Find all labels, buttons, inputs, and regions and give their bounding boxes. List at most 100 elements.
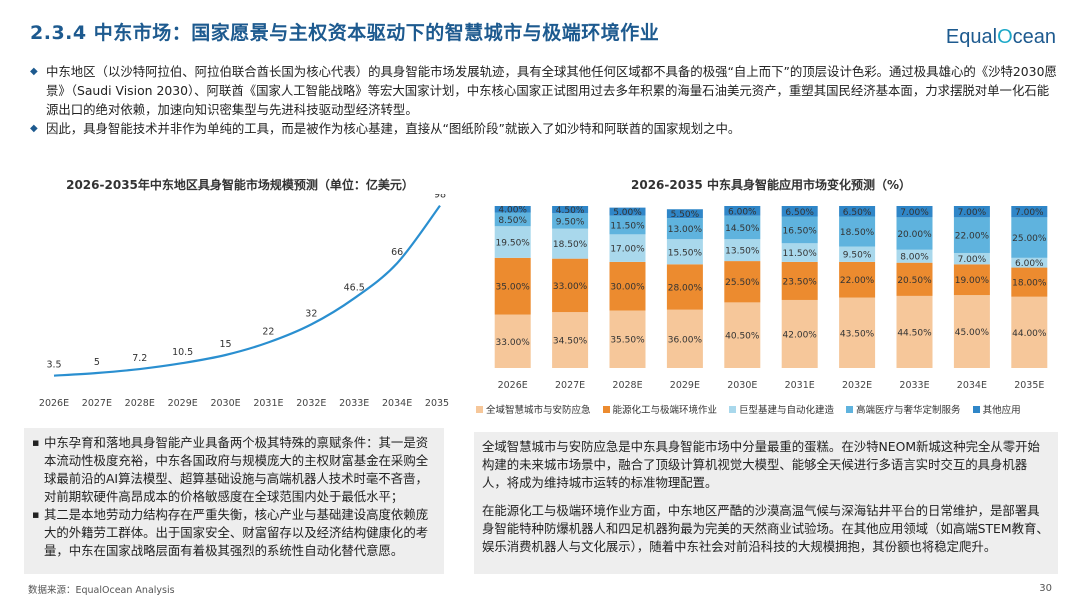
data-source: 数据来源：EqualOcean Analysis — [28, 585, 175, 596]
segment-label: 23.50% — [783, 277, 818, 287]
data-label: 15 — [220, 339, 232, 350]
x-tick-label: 2027E — [82, 398, 112, 409]
segment-label: 30.00% — [610, 283, 645, 293]
data-label: 10.5 — [172, 347, 193, 358]
legend-item: 能源化工与极端环境作业 — [602, 402, 718, 416]
x-tick-label: 2028E — [612, 380, 642, 391]
x-tick-label: 2026E — [498, 380, 528, 391]
data-label: 7.2 — [132, 353, 147, 364]
bar-segment — [839, 246, 876, 262]
data-label: 46.5 — [344, 282, 365, 293]
x-tick-label: 2035E — [1014, 380, 1044, 391]
brand-logo: EqualOcean — [945, 26, 1056, 48]
bar-segment — [666, 309, 703, 368]
intro-bullet: 因此，具身智能技术并非作为单纯的工具，而是被作为核心基建，直接从“图纸阶段”就嵌… — [30, 119, 1060, 138]
bar-segment — [839, 216, 876, 247]
x-tick-label: 2030E — [727, 380, 757, 391]
segment-label: 44.50% — [897, 328, 932, 338]
segment-label: 44.00% — [1012, 329, 1047, 339]
bar-segment — [953, 295, 990, 368]
bar-segment — [552, 213, 589, 229]
segment-label: 18.50% — [553, 240, 588, 250]
legend-swatch — [602, 405, 610, 413]
bar-segment — [953, 264, 990, 296]
segment-label: 34.50% — [553, 337, 588, 347]
line-chart-title: 2026-2035年中东地区具身智能市场规模预测（单位：亿美元） — [66, 178, 414, 192]
segment-label: 18.50% — [840, 228, 875, 238]
x-tick-label: 2032E — [296, 398, 326, 409]
segment-label: 7.00% — [958, 255, 987, 265]
bar-segment — [896, 249, 933, 263]
bar-segment — [666, 218, 703, 240]
bar-segment — [724, 261, 761, 303]
segment-label: 9.50% — [843, 251, 872, 261]
x-tick-label: 2030E — [210, 398, 240, 409]
bar-segment — [896, 217, 933, 250]
legend-swatch — [476, 405, 483, 413]
market-size-line-chart: 3.5 2026E 5 2027E 7.2 2028E 10.5 2029E 15 2030E 22… — [39, 194, 450, 409]
segment-label: 7.00% — [900, 208, 929, 218]
bar-segment — [839, 297, 876, 368]
bar-segment — [552, 206, 589, 214]
segment-label: 4.50% — [556, 206, 585, 216]
segment-label: 7.00% — [1015, 208, 1044, 218]
bar-segment — [666, 209, 703, 219]
segment-label: 19.50% — [496, 239, 531, 249]
segment-label: 19.00% — [955, 276, 990, 286]
x-tick-label: 2033E — [899, 380, 929, 391]
bar-segment — [724, 215, 761, 240]
bar-segment — [781, 243, 818, 262]
bar-segment — [1011, 217, 1048, 258]
segment-label: 16.50% — [783, 226, 818, 236]
legend-item: 巨型基建与自动化建造 — [729, 402, 834, 416]
data-label: 98 — [434, 194, 446, 201]
bar-segment — [609, 261, 646, 311]
bar-segment — [609, 310, 646, 368]
x-tick-label: 2026E — [39, 398, 69, 409]
segment-label: 5.00% — [613, 208, 642, 218]
bar-segment — [724, 239, 761, 262]
bar-segment — [494, 212, 531, 227]
legend-label: 巨型基建与自动化建造 — [739, 405, 835, 416]
note-item: 中东孕育和落地具身智能产业具备两个极其特殊的禀赋条件：其一是资本流动性极度充裕，… — [32, 434, 436, 506]
segment-label: 9.50% — [556, 217, 585, 227]
x-tick-label: 2033E — [339, 398, 369, 409]
x-tick-label: 2032E — [842, 380, 872, 391]
data-label: 66 — [391, 247, 403, 258]
bar-segment — [896, 206, 933, 218]
legend-swatch — [846, 405, 854, 413]
bar-segment — [953, 206, 990, 218]
note-paragraph: 全域智慧城市与安防应急是中东具身智能市场中分量最重的蛋糕。在沙特NEOM新城这种… — [482, 439, 1040, 490]
segment-label: 11.50% — [610, 222, 645, 232]
bar-segment — [494, 257, 531, 315]
legend-label: 能源化工与极端环境作业 — [612, 405, 718, 416]
segment-label: 22.00% — [955, 232, 990, 242]
bar-segment — [1011, 296, 1048, 368]
data-label: 22 — [262, 326, 274, 337]
left-note-box: 中东孕育和落地具身智能产业具备两个极其特殊的禀赋条件：其一是资本流动性极度充裕，… — [24, 428, 444, 574]
bar-segment — [494, 206, 531, 213]
x-tick-label: 2034E — [382, 398, 412, 409]
legend-swatch — [729, 405, 737, 413]
x-tick-label: 2035E — [425, 398, 450, 409]
legend-swatch — [972, 405, 980, 413]
x-tick-label: 2029E — [670, 380, 700, 391]
segment-label: 6.00% — [728, 207, 757, 217]
bar-segment — [724, 206, 761, 216]
segment-label: 14.50% — [725, 224, 760, 234]
segment-label: 43.50% — [840, 329, 875, 339]
legend-label: 全域智慧城市与安防应急 — [486, 405, 591, 416]
data-label: 3.5 — [46, 360, 61, 371]
bar-segment — [781, 206, 818, 217]
bar-segment — [552, 258, 589, 313]
bar-segment — [666, 264, 703, 310]
legend-label: 高端医疗与奢华定制服务 — [856, 405, 961, 416]
intro-bullet: 中东地区（以沙特阿拉伯、阿拉伯联合酋长国为核心代表）的具身智能市场发展轨迹，具有… — [30, 62, 1060, 119]
bar-segment — [1011, 257, 1048, 268]
bar-segment — [609, 207, 646, 216]
bar-segment — [781, 261, 818, 300]
stacked-chart-legend: 全域智慧城市与安防应急 能源化工与极端环境作业 巨型基建与自动化建造 高端医疗与奢华定… — [476, 402, 1076, 416]
series-line — [53, 204, 441, 377]
bar-segment — [781, 299, 818, 368]
segment-label: 5.50% — [671, 210, 700, 220]
